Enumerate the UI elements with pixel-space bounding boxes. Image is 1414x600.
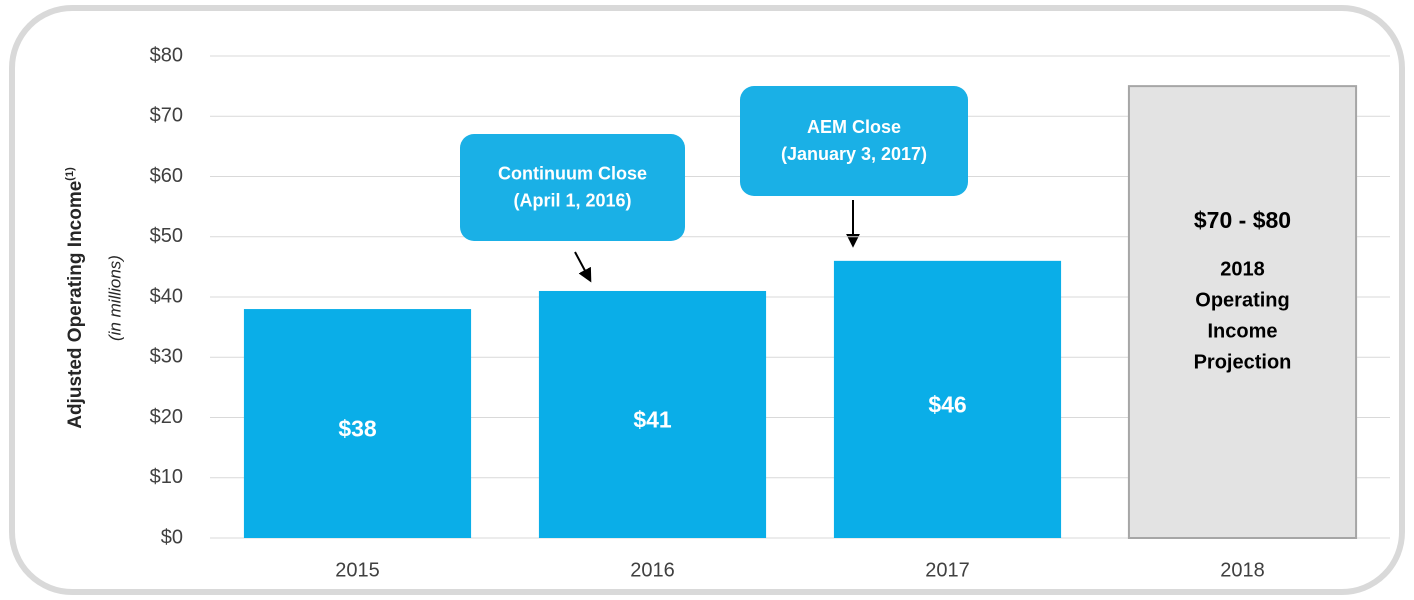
bar [538, 290, 767, 538]
y-axis-subtitle: (in millions) [105, 255, 124, 341]
arrow [574, 251, 592, 283]
annotation-text: AEM Close [807, 117, 901, 137]
y-axis-title: Adjusted Operating Income [65, 181, 86, 429]
footnote-mark: (1) [64, 167, 76, 181]
projection-note: Operating [1195, 289, 1289, 311]
y-axis-label: Adjusted Operating Income(1) [64, 167, 86, 429]
y-tick-label: $60 [150, 165, 183, 187]
y-tick-label: $10 [150, 466, 183, 488]
y-tick-label: $20 [150, 406, 183, 428]
value-label: $41 [633, 407, 672, 433]
x-tick-label: 2017 [925, 559, 970, 581]
annotation-text: (April 1, 2016) [513, 190, 631, 210]
value-label: $46 [928, 392, 966, 418]
projection-note: Income [1207, 320, 1277, 342]
projection-note: Projection [1194, 351, 1292, 373]
x-tick-label: 2016 [630, 559, 675, 581]
bar [1127, 85, 1358, 539]
y-tick-label: $40 [150, 285, 183, 307]
annotation-box [460, 134, 685, 241]
bar [243, 309, 472, 538]
y-tick-label: $80 [150, 44, 183, 66]
annotation-text: (January 3, 2017) [781, 144, 927, 164]
y-tick-label: $50 [150, 225, 183, 247]
x-tick-label: 2015 [335, 559, 380, 581]
bar [833, 260, 1062, 538]
annotation-text: Continuum Close [498, 163, 647, 183]
x-tick-label: 2018 [1220, 559, 1265, 581]
projection-note: 2018 [1220, 258, 1265, 280]
annotation-box [740, 86, 968, 196]
y-tick-label: $0 [161, 526, 183, 548]
y-tick-label: $30 [150, 346, 183, 368]
value-label: $38 [338, 416, 377, 442]
value-label: $70 - $80 [1194, 207, 1291, 233]
y-tick-label: $70 [150, 105, 183, 127]
